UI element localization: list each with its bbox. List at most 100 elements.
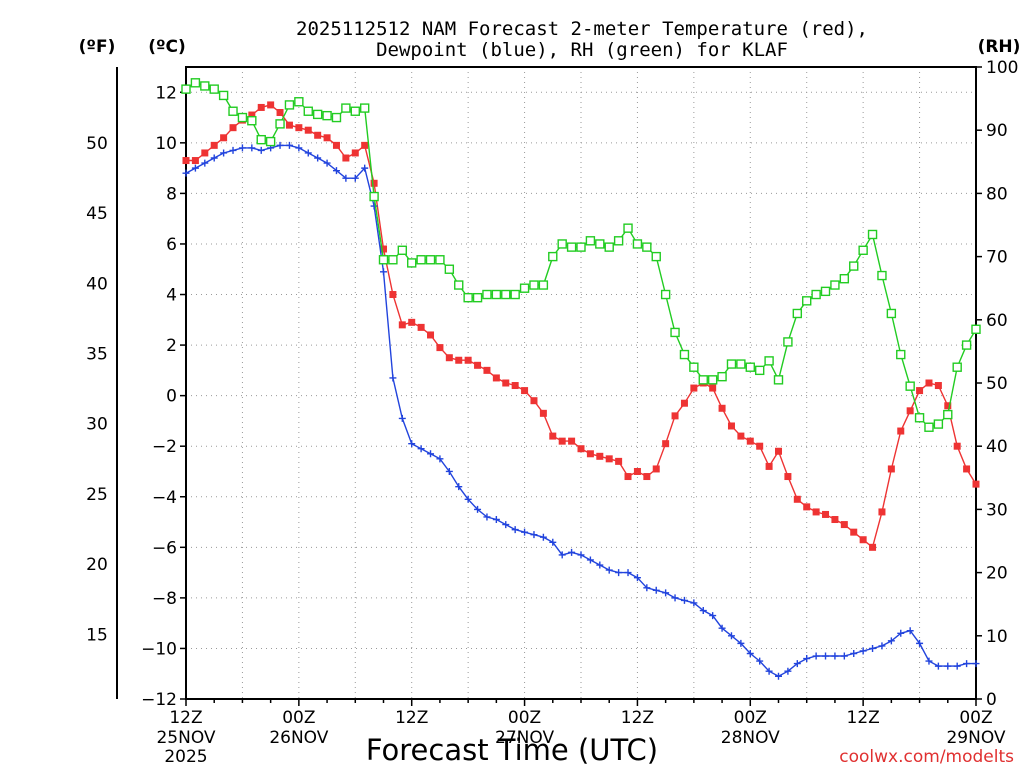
fahrenheit-tick-label: 45 xyxy=(86,204,108,224)
data-series xyxy=(181,78,981,680)
dewpoint-point xyxy=(869,644,877,652)
dewpoint-point xyxy=(925,657,933,665)
dewpoint-point xyxy=(417,445,425,453)
dewpoint-point xyxy=(699,607,707,615)
dewpoint-point xyxy=(398,414,406,422)
temperature-point xyxy=(624,473,632,481)
rh-point xyxy=(839,274,850,284)
rh-point xyxy=(247,116,257,126)
temperature-point xyxy=(539,409,547,417)
dewpoint-line xyxy=(185,144,976,677)
temperature-point xyxy=(652,465,660,473)
dewpoint-point xyxy=(878,642,886,650)
temperature-point xyxy=(370,179,378,187)
rh-point xyxy=(783,337,793,347)
x-tick-label-time: 00Z xyxy=(282,708,315,728)
credit-text: coolwx.com/modelts xyxy=(839,747,1014,767)
temperature-point xyxy=(408,318,416,326)
dewpoint-point xyxy=(709,612,717,620)
dewpoint-point xyxy=(718,624,726,632)
temperature-point xyxy=(220,134,228,142)
temperature-point xyxy=(680,399,688,407)
dewpoint-point xyxy=(568,548,576,556)
rh-point xyxy=(754,365,765,376)
temperature-point xyxy=(351,149,359,157)
dewpoint-point xyxy=(831,652,839,660)
celsius-tick-label: −2 xyxy=(152,437,177,457)
rh-point xyxy=(670,327,680,338)
temperature-point xyxy=(605,455,613,463)
temperature-point xyxy=(191,157,199,165)
rh-point xyxy=(303,106,313,116)
dewpoint-point xyxy=(633,574,641,582)
dewpoint-point xyxy=(238,144,246,152)
x-tick-label-time: 12Z xyxy=(847,708,880,728)
dewpoint-point xyxy=(671,594,679,602)
rh-point xyxy=(369,191,379,202)
dewpoint-point xyxy=(549,538,557,546)
dewpoint-point xyxy=(380,268,387,276)
temperature-point xyxy=(210,141,218,149)
temperature-point xyxy=(709,384,717,392)
dewpoint-point xyxy=(558,551,566,559)
rh-point xyxy=(933,419,944,429)
rh-point xyxy=(548,251,558,262)
temperature-point xyxy=(812,508,820,516)
dewpoint-point xyxy=(220,149,228,157)
rh-point xyxy=(407,258,417,268)
temperature-point xyxy=(398,321,406,329)
celsius-tick-label: 0 xyxy=(166,387,177,407)
temperature-point xyxy=(530,397,538,405)
rh-point xyxy=(595,239,605,249)
temperature-point xyxy=(850,528,858,536)
rh-point xyxy=(896,349,906,360)
temperature-point xyxy=(906,407,914,415)
celsius-tick-label: −10 xyxy=(141,639,177,659)
rh-tick-label: 0 xyxy=(986,690,997,710)
dewpoint-point xyxy=(812,652,820,660)
rh-tick-label: 50 xyxy=(986,374,1008,394)
temperature-point xyxy=(897,427,905,435)
celsius-tick-label: −8 xyxy=(152,589,177,609)
dewpoint-point xyxy=(314,154,322,162)
rh-point xyxy=(867,229,878,240)
rh-point xyxy=(736,359,746,369)
temperature-point xyxy=(285,121,293,129)
temperature-point xyxy=(586,450,594,458)
temperature-point xyxy=(502,379,510,387)
temperature-point xyxy=(257,103,265,111)
dewpoint-point xyxy=(906,627,914,635)
dewpoint-point xyxy=(737,639,745,647)
dewpoint-point xyxy=(586,556,594,564)
temperature-point xyxy=(953,442,961,450)
rh-tick-label: 20 xyxy=(986,564,1008,584)
dewpoint-point xyxy=(972,660,980,668)
dewpoint-point xyxy=(276,141,284,149)
dewpoint-point xyxy=(408,440,416,448)
rh-point xyxy=(924,422,934,432)
rh-point xyxy=(256,134,266,145)
dewpoint-point xyxy=(201,159,209,167)
dewpoint-point xyxy=(840,652,848,660)
temperature-point xyxy=(775,447,782,455)
temperature-point xyxy=(633,467,641,475)
x-tick-label-time: 00Z xyxy=(734,708,767,728)
rh-point xyxy=(971,324,981,334)
temperature-point xyxy=(916,387,924,395)
chart-title-line2: Dewpoint (blue), RH (green) for KLAF xyxy=(376,39,788,61)
dewpoint-point xyxy=(793,660,801,668)
temperature-point xyxy=(427,331,435,339)
rh-point xyxy=(764,356,774,366)
rh-tick-label: 90 xyxy=(986,121,1008,141)
dewpoint-point xyxy=(464,495,472,503)
temperature-point xyxy=(822,510,830,518)
rh-point xyxy=(331,112,342,123)
rh-point xyxy=(726,359,737,369)
rh-line xyxy=(185,82,977,428)
rh-point xyxy=(341,103,351,113)
x-tick-label-time: 12Z xyxy=(395,708,428,728)
temperature-point xyxy=(436,344,444,352)
dewpoint-point xyxy=(756,657,764,665)
rh-point xyxy=(463,292,473,303)
temperature-point xyxy=(878,508,886,516)
